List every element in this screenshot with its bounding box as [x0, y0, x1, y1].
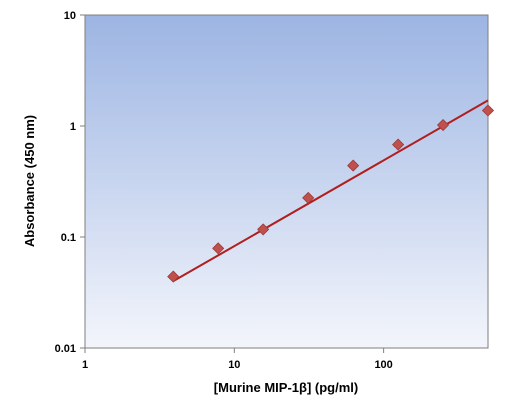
y-tick-label: 0.1: [61, 232, 76, 244]
data-point: [347, 159, 360, 172]
data-point: [302, 191, 315, 204]
data-point: [167, 270, 180, 283]
y-tick-label: 10: [64, 10, 76, 22]
x-axis-title: [Murine MIP-1β] (pg/ml): [214, 380, 358, 395]
x-tick-label: 100: [374, 359, 392, 371]
data-point: [481, 104, 495, 117]
fit-line: [172, 99, 489, 283]
data-point: [436, 118, 450, 132]
y-axis-title: Absorbance (450 nm): [22, 115, 37, 247]
data-point: [257, 223, 270, 236]
fit-line-layer: [172, 99, 489, 283]
axis-ticks: 0.01 0.1 1 10 1 10 100: [55, 10, 393, 371]
data-points-layer: [167, 104, 495, 283]
y-tick-label: 0.01: [55, 343, 76, 355]
data-point: [392, 138, 405, 151]
x-tick-label: 10: [228, 359, 240, 371]
data-point: [212, 242, 225, 255]
plot-area: [84, 14, 489, 349]
y-tick-label: 1: [70, 121, 76, 133]
x-tick-label: 1: [82, 359, 88, 371]
